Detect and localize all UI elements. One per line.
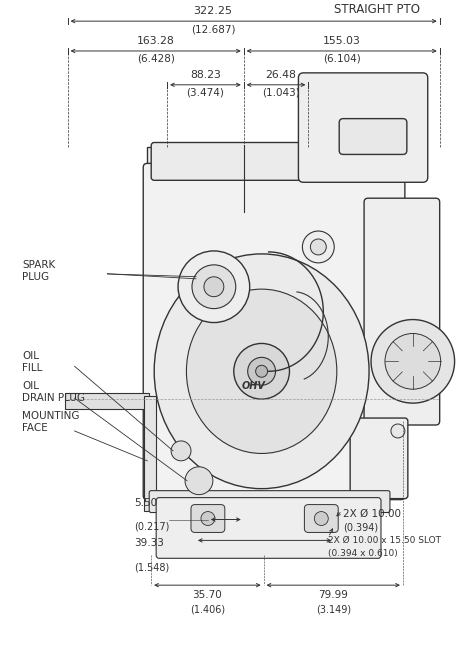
- Bar: [147, 148, 227, 292]
- Text: (0.394): (0.394): [343, 522, 379, 532]
- Text: FILL: FILL: [22, 363, 42, 373]
- Text: OIL: OIL: [22, 381, 39, 391]
- Circle shape: [175, 294, 187, 306]
- FancyBboxPatch shape: [149, 491, 390, 512]
- Text: 5.50: 5.50: [135, 498, 158, 508]
- FancyBboxPatch shape: [304, 504, 338, 532]
- Text: DRAIN PLUG: DRAIN PLUG: [22, 393, 85, 403]
- FancyBboxPatch shape: [156, 282, 216, 292]
- Circle shape: [201, 512, 215, 526]
- Text: (6.428): (6.428): [137, 54, 175, 64]
- Text: 35.70: 35.70: [193, 590, 222, 600]
- Text: (0.217): (0.217): [135, 522, 169, 532]
- Circle shape: [185, 467, 213, 495]
- FancyBboxPatch shape: [156, 202, 216, 212]
- Bar: [65, 393, 149, 409]
- Text: 79.99: 79.99: [318, 590, 348, 600]
- FancyBboxPatch shape: [191, 504, 225, 532]
- Circle shape: [234, 344, 289, 399]
- FancyBboxPatch shape: [156, 234, 216, 244]
- Circle shape: [171, 441, 191, 461]
- Text: (1.406): (1.406): [190, 604, 225, 614]
- Text: 26.48: 26.48: [266, 70, 296, 80]
- Circle shape: [311, 239, 326, 255]
- Circle shape: [192, 265, 236, 308]
- Text: SPARK: SPARK: [22, 260, 55, 270]
- Text: (3.149): (3.149): [316, 604, 351, 614]
- Ellipse shape: [186, 289, 337, 453]
- FancyBboxPatch shape: [364, 198, 440, 425]
- FancyBboxPatch shape: [151, 142, 394, 180]
- FancyBboxPatch shape: [156, 266, 216, 276]
- Text: OIL: OIL: [22, 352, 39, 361]
- FancyBboxPatch shape: [156, 218, 216, 228]
- Bar: [144, 396, 156, 510]
- Text: 2X Ø 10.00: 2X Ø 10.00: [343, 508, 401, 518]
- Circle shape: [204, 277, 224, 297]
- Text: STRAIGHT PTO: STRAIGHT PTO: [334, 3, 420, 16]
- Ellipse shape: [154, 254, 369, 489]
- Circle shape: [256, 365, 268, 377]
- Text: MOUNTING: MOUNTING: [22, 411, 79, 421]
- Text: 2X Ø 10.00 x 15.50 SLOT: 2X Ø 10.00 x 15.50 SLOT: [328, 536, 441, 544]
- Text: (12.687): (12.687): [191, 24, 236, 34]
- Circle shape: [314, 512, 328, 526]
- Text: OHV: OHV: [242, 381, 266, 391]
- FancyBboxPatch shape: [298, 73, 428, 182]
- Text: (1.043): (1.043): [262, 88, 300, 98]
- FancyBboxPatch shape: [143, 164, 405, 500]
- Circle shape: [303, 231, 334, 263]
- Text: 88.23: 88.23: [190, 70, 221, 80]
- Text: 322.25: 322.25: [194, 6, 233, 16]
- Text: (6.104): (6.104): [323, 54, 361, 64]
- Text: (0.394 x 0.610): (0.394 x 0.610): [328, 549, 398, 558]
- Circle shape: [248, 357, 276, 385]
- Text: 39.33: 39.33: [135, 538, 164, 548]
- Text: (1.548): (1.548): [135, 562, 169, 572]
- Text: 155.03: 155.03: [323, 36, 361, 46]
- FancyBboxPatch shape: [156, 250, 216, 260]
- Text: 163.28: 163.28: [137, 36, 175, 46]
- FancyBboxPatch shape: [174, 144, 314, 170]
- Circle shape: [391, 424, 405, 438]
- FancyBboxPatch shape: [156, 498, 381, 558]
- FancyBboxPatch shape: [339, 118, 407, 154]
- Circle shape: [178, 251, 250, 322]
- Circle shape: [371, 320, 455, 403]
- Text: FACE: FACE: [22, 423, 48, 433]
- Text: PLUG: PLUG: [22, 272, 49, 282]
- Circle shape: [385, 334, 441, 389]
- FancyBboxPatch shape: [350, 418, 408, 498]
- Text: (3.474): (3.474): [186, 88, 224, 98]
